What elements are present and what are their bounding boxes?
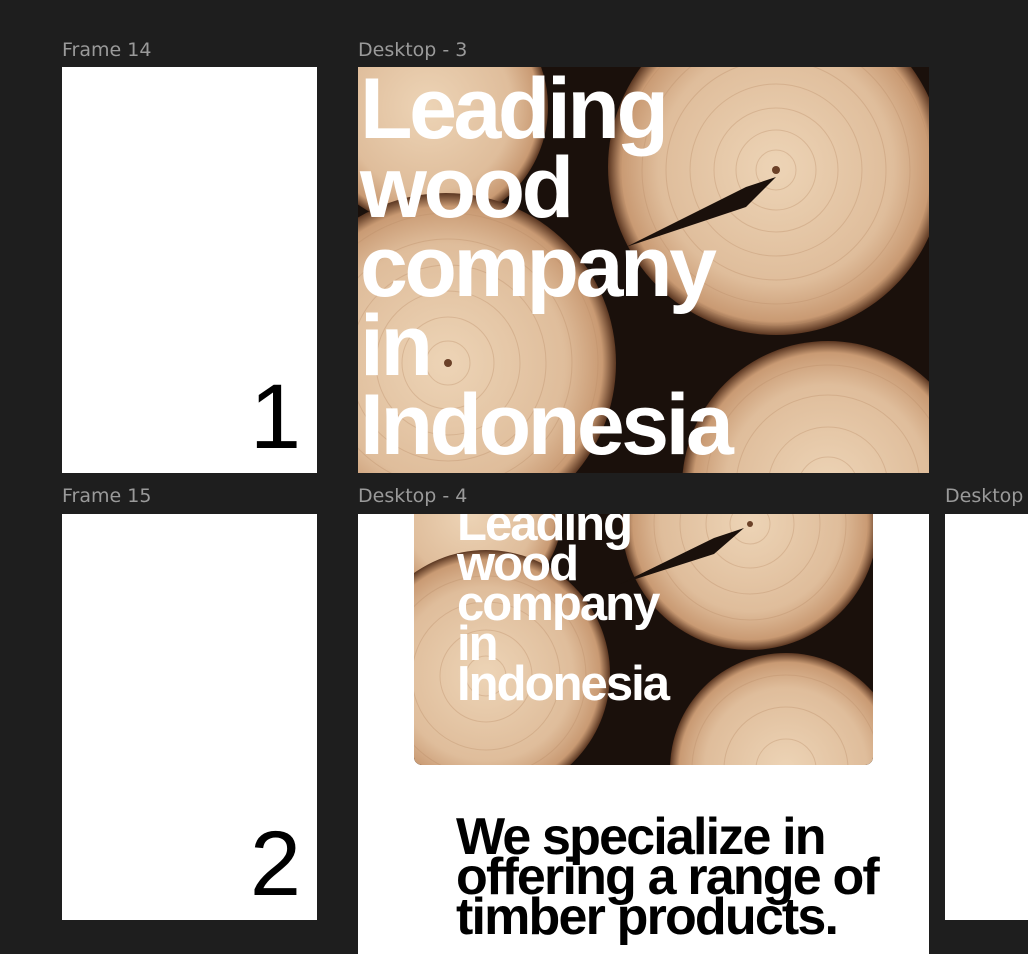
headline-line: in — [457, 617, 499, 671]
hero-headline: Leading wood company in Indonesia — [360, 67, 734, 473]
frame-label-frame-15[interactable]: Frame 15 — [62, 485, 152, 507]
wood-logs-image — [358, 67, 929, 473]
headline-line: Leading — [360, 67, 669, 157]
frame-15[interactable]: 2 — [62, 514, 317, 920]
headline-line: company — [457, 577, 660, 631]
desktop-5[interactable] — [945, 514, 1028, 920]
headline-line: wood — [360, 140, 574, 236]
headline-line: company — [360, 219, 717, 315]
headline-line: wood — [457, 537, 579, 591]
tagline-line: We specialize in — [456, 808, 827, 866]
tagline: We specialize in offering a range of tim… — [456, 808, 880, 946]
desktop-3[interactable]: Leading wood company in Indonesia — [358, 67, 929, 473]
frame-label-desktop-3[interactable]: Desktop - 3 — [358, 39, 468, 61]
frame-14[interactable]: 1 — [62, 67, 317, 473]
hero-image-card: Leading wood company in Indonesia — [414, 514, 873, 765]
tagline-line: timber products. — [456, 888, 839, 946]
headline-line: in — [360, 298, 433, 394]
wood-logs-image — [414, 514, 873, 765]
frame-label-desktop-5[interactable]: Desktop — [945, 485, 1024, 507]
frame-label-desktop-4[interactable]: Desktop - 4 — [358, 485, 468, 507]
desktop-4[interactable]: Leading wood company in Indonesia We spe… — [358, 514, 929, 954]
hero-headline: Leading wood company in Indonesia — [457, 514, 670, 711]
headline-line: Leading — [457, 514, 633, 551]
headline-line: Indonesia — [360, 377, 734, 473]
tagline-line: offering a range of — [456, 848, 880, 906]
frame-label-frame-14[interactable]: Frame 14 — [62, 39, 152, 61]
frame-number: 2 — [249, 813, 301, 915]
frame-number: 1 — [249, 366, 301, 468]
headline-line: Indonesia — [457, 657, 670, 711]
